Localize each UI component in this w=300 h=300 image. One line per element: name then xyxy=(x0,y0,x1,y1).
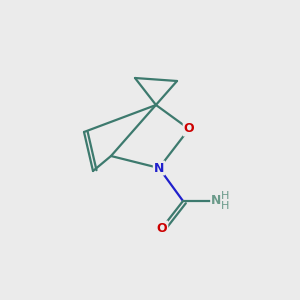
Text: H: H xyxy=(221,190,229,201)
Text: H: H xyxy=(221,201,229,212)
Text: N: N xyxy=(211,194,221,208)
Text: N: N xyxy=(154,161,164,175)
Text: O: O xyxy=(157,221,167,235)
Text: O: O xyxy=(184,122,194,136)
